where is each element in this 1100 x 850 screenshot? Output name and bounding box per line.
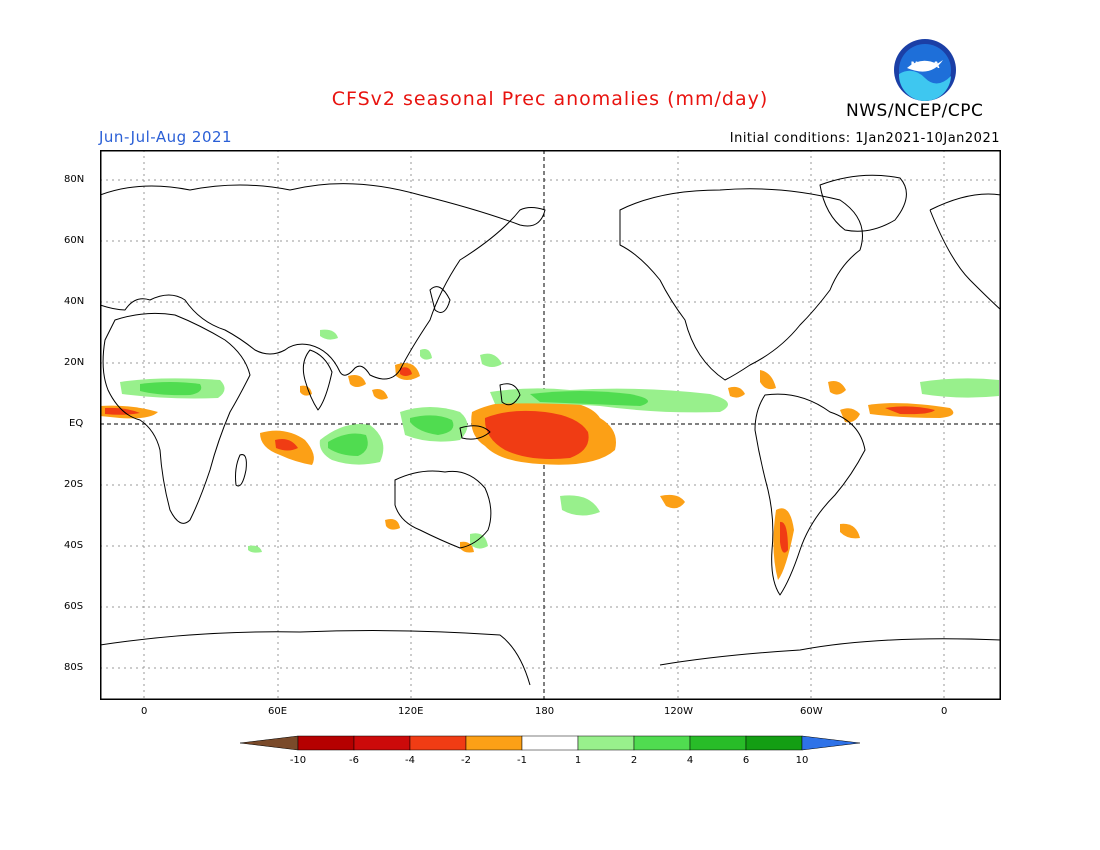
agency-label: NWS/NCEP/CPC <box>846 101 984 121</box>
chart-title: CFSv2 seasonal Prec anomalies (mm/day) <box>331 88 769 110</box>
north-america-outline <box>619 188 863 381</box>
colorbar-boxes <box>239 735 861 751</box>
lat-label: 20S <box>64 479 84 490</box>
colorbar-label: 2 <box>631 755 637 766</box>
lat-label: EQ <box>69 418 84 429</box>
lon-label: 180 <box>535 706 555 717</box>
colorbar-label: 1 <box>575 755 581 766</box>
greenland-outline <box>819 174 907 232</box>
anomaly-shading <box>100 329 999 580</box>
colorbar-labels: -10 -6 -4 -2 -1 1 2 4 6 10 <box>290 755 809 766</box>
lon-label: 120E <box>398 706 424 717</box>
noaa-logo: NOAA <box>894 39 956 102</box>
madagascar-outline <box>235 454 247 487</box>
lon-label: 60E <box>268 706 288 717</box>
colorbar-label: 6 <box>743 755 749 766</box>
lon-label: 0 <box>141 706 148 717</box>
colorbar-box <box>465 735 523 751</box>
lon-label: 60W <box>800 706 823 717</box>
lon-label: 120W <box>664 706 693 717</box>
colorbar-label: -6 <box>349 755 359 766</box>
colorbar-label: -2 <box>461 755 471 766</box>
south-america-outline <box>754 393 866 596</box>
colorbar: -10 -6 -4 -2 -1 1 2 4 6 10 <box>239 735 861 766</box>
colorbar-box <box>297 735 355 751</box>
season-label: Jun-Jul-Aug 2021 <box>99 128 233 146</box>
australia-outline <box>394 470 492 549</box>
colorbar-label: 10 <box>796 755 809 766</box>
lat-label: 20N <box>64 357 85 368</box>
colorbar-box <box>353 735 411 751</box>
colorbar-arrow-high <box>801 735 861 751</box>
colorbar-box <box>689 735 747 751</box>
lat-label: 80S <box>64 662 84 673</box>
lon-label: 0 <box>941 706 948 717</box>
colorbar-label: -4 <box>405 755 415 766</box>
colorbar-label: -10 <box>290 755 306 766</box>
lat-label: 60S <box>64 601 84 612</box>
colorbar-arrow-low <box>239 735 299 751</box>
logo-text: NOAA <box>911 61 940 71</box>
coastlines <box>100 174 1001 686</box>
eurasia-outline <box>100 183 546 380</box>
colorbar-box <box>409 735 467 751</box>
precip-anomaly-map <box>100 150 1001 700</box>
colorbar-box <box>633 735 691 751</box>
lat-label: 60N <box>64 235 85 246</box>
central-pacific-dry-core <box>484 410 589 459</box>
initial-conditions-label: Initial conditions: 1Jan2021-10Jan2021 <box>729 131 1000 146</box>
colorbar-box <box>577 735 635 751</box>
africa-outline <box>102 312 251 524</box>
colorbar-box <box>745 735 803 751</box>
map-frame <box>100 150 1001 700</box>
lat-label: 80N <box>64 174 85 185</box>
india-outline <box>302 349 333 411</box>
colorbar-box <box>521 735 579 751</box>
colorbar-label: -1 <box>517 755 527 766</box>
colorbar-label: 4 <box>687 755 693 766</box>
lat-label: 40N <box>64 296 85 307</box>
lat-label: 40S <box>64 540 84 551</box>
antarctica-outline <box>100 630 1001 686</box>
